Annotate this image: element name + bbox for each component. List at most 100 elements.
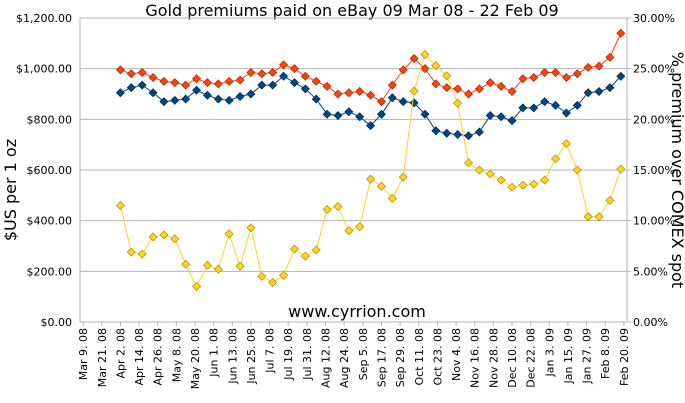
- marker: [594, 61, 604, 71]
- y2-tick-label: 0.00%: [633, 316, 668, 329]
- y2-tick-label: 30.00%: [633, 12, 675, 25]
- marker: [202, 78, 212, 88]
- marker: [300, 84, 310, 94]
- marker: [279, 270, 289, 280]
- marker: [485, 78, 495, 88]
- marker: [192, 85, 202, 95]
- marker: [137, 67, 147, 77]
- marker: [268, 67, 278, 77]
- marker: [137, 80, 147, 90]
- marker: [442, 71, 452, 81]
- marker: [170, 95, 180, 105]
- marker: [366, 121, 376, 131]
- marker: [453, 84, 463, 94]
- marker: [507, 182, 517, 192]
- marker: [431, 61, 441, 71]
- y2-tick-label: 15.00%: [633, 164, 675, 177]
- x-tick-label: Dec 10. 08: [506, 328, 519, 388]
- marker: [181, 259, 191, 269]
- marker: [224, 95, 234, 105]
- marker: [268, 277, 278, 287]
- y2-tick-label: 25.00%: [633, 63, 675, 76]
- marker: [300, 71, 310, 81]
- marker: [322, 205, 332, 215]
- plot-frame: [79, 17, 628, 323]
- y-tick-label: $0.00: [41, 316, 73, 329]
- marker: [616, 28, 626, 38]
- marker: [311, 76, 321, 86]
- marker: [322, 81, 332, 91]
- x-tick-label: Feb 20. 09: [618, 328, 631, 386]
- marker: [192, 282, 202, 292]
- marker: [246, 89, 256, 99]
- marker: [289, 64, 299, 74]
- marker: [496, 81, 506, 91]
- marker: [540, 67, 550, 77]
- x-tick-label: Jun 25. 08: [245, 328, 258, 385]
- y2-axis-label: % premium over COMEX spot: [668, 52, 685, 288]
- chart-title: Gold premiums paid on eBay 09 Mar 08 - 2…: [145, 1, 558, 20]
- marker: [409, 54, 419, 64]
- marker: [355, 112, 365, 122]
- y-tick-label: $400.00: [27, 215, 73, 228]
- marker: [311, 245, 321, 255]
- marker: [485, 111, 495, 121]
- marker: [453, 98, 463, 108]
- marker: [126, 83, 136, 93]
- marker: [616, 164, 626, 174]
- marker: [159, 230, 169, 240]
- marker: [561, 73, 571, 83]
- y-tick-label: $1,000.00: [16, 63, 72, 76]
- x-tick-label: Sep 29. 08: [394, 328, 407, 387]
- marker: [148, 73, 158, 83]
- marker: [192, 74, 202, 84]
- marker: [159, 76, 169, 86]
- marker: [616, 71, 626, 81]
- marker: [170, 78, 180, 88]
- x-tick-label: Apr 26. 08: [152, 328, 165, 386]
- marker: [137, 249, 147, 259]
- marker: [420, 64, 430, 74]
- marker: [605, 195, 615, 205]
- marker: [387, 80, 397, 90]
- marker: [496, 112, 506, 122]
- marker: [551, 100, 561, 110]
- marker: [398, 97, 408, 107]
- marker: [518, 74, 528, 84]
- marker: [463, 89, 473, 99]
- marker: [540, 175, 550, 185]
- marker: [126, 247, 136, 257]
- x-tick-label: Aug 12. 08: [320, 328, 333, 388]
- marker: [355, 222, 365, 232]
- x-tick-label: Oct 23. 08: [431, 328, 444, 386]
- x-tick-label: Jun 13. 08: [226, 328, 239, 385]
- marker: [366, 174, 376, 184]
- marker: [344, 107, 354, 117]
- y2-tick-label: 5.00%: [633, 265, 668, 278]
- marker: [605, 52, 615, 62]
- marker: [148, 88, 158, 98]
- marker: [279, 71, 289, 81]
- marker: [572, 100, 582, 110]
- x-tick-label: Sep 5. 08: [357, 328, 370, 380]
- marker: [289, 78, 299, 88]
- x-tick-label: Jan 27. 09: [581, 328, 594, 384]
- y2-tick-label: 10.00%: [633, 215, 675, 228]
- marker: [344, 88, 354, 98]
- marker: [442, 83, 452, 93]
- marker: [387, 93, 397, 103]
- x-tick-label: Nov 4. 08: [450, 328, 463, 381]
- marker: [333, 89, 343, 99]
- marker: [213, 94, 223, 104]
- marker: [453, 130, 463, 140]
- marker: [551, 67, 561, 77]
- marker: [246, 223, 256, 233]
- marker: [213, 79, 223, 89]
- marker: [561, 108, 571, 118]
- marker: [181, 80, 191, 90]
- marker: [474, 84, 484, 94]
- marker: [496, 175, 506, 185]
- marker: [572, 165, 582, 175]
- x-tick-label: Apr 14. 08: [133, 328, 146, 386]
